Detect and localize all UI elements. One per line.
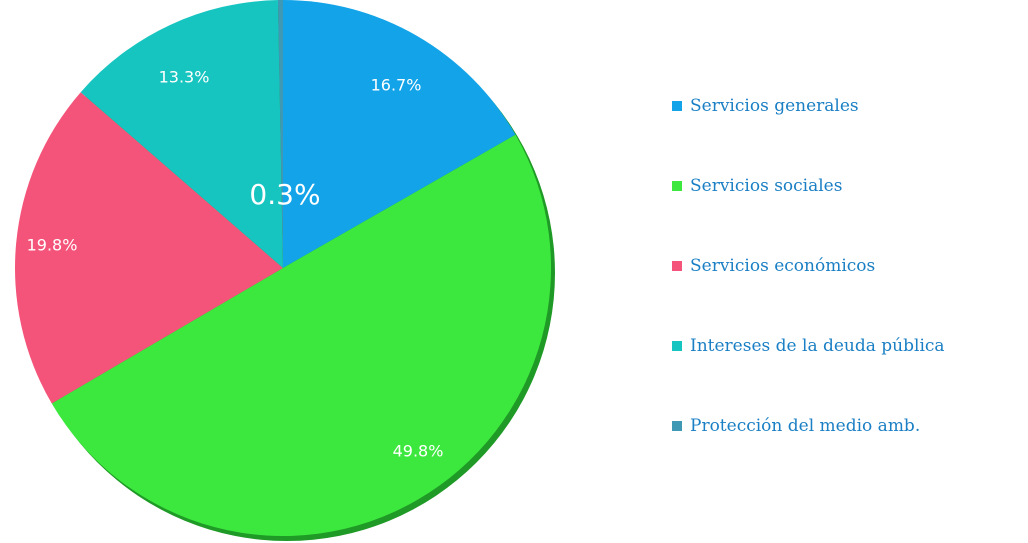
legend-swatch (672, 101, 682, 111)
legend-item-servicios-economicos[interactable]: Servicios económicos (672, 252, 945, 280)
legend: Servicios generales Servicios sociales S… (672, 92, 945, 492)
pie-slices (15, 0, 551, 536)
legend-label: Servicios generales (690, 96, 859, 116)
pie-slice-label-servicios-sociales: 49.8% (393, 442, 444, 461)
pie-slice-label-proteccion-del-medio-amb: 0.3% (249, 178, 320, 211)
legend-label: Servicios económicos (690, 256, 875, 276)
legend-item-servicios-generales[interactable]: Servicios generales (672, 92, 945, 120)
legend-item-servicios-sociales[interactable]: Servicios sociales (672, 172, 945, 200)
legend-swatch (672, 421, 682, 431)
legend-swatch (672, 181, 682, 191)
legend-label: Protección del medio amb. (690, 416, 920, 436)
legend-swatch (672, 341, 682, 351)
legend-label: Servicios sociales (690, 176, 842, 196)
legend-item-proteccion-medio-amb[interactable]: Protección del medio amb. (672, 412, 945, 440)
legend-swatch (672, 261, 682, 271)
legend-label: Intereses de la deuda pública (690, 336, 945, 356)
pie-chart: 16.7% 49.8% 19.8% 13.3% 0.3% (0, 0, 600, 543)
pie-slice-label-servicios-generales: 16.7% (371, 76, 422, 95)
legend-item-intereses-deuda[interactable]: Intereses de la deuda pública (672, 332, 945, 360)
pie-slice-label-servicios-economicos: 19.8% (27, 236, 78, 255)
pie-slice-label-intereses-de-la-deuda-publica: 13.3% (159, 68, 210, 87)
